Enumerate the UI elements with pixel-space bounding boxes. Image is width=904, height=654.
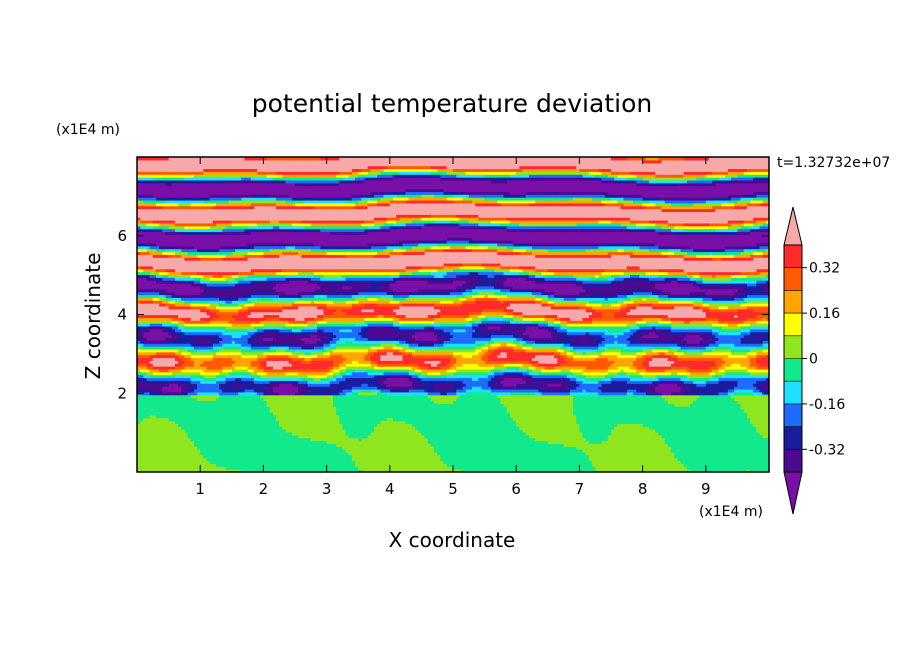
x-tick-label: 2 (259, 480, 269, 498)
time-label: t=1.32732e+07 (777, 155, 890, 171)
colorbar-swatch (784, 381, 802, 404)
colorbar-swatch (784, 359, 802, 382)
colorbar-swatch (784, 245, 802, 268)
colorbar-label: -0.32 (809, 442, 845, 458)
colorbar-swatch (784, 336, 802, 359)
x-tick-label: 6 (511, 480, 521, 498)
colorbar: 0.32 0.16 0 -0.16 -0.32 (784, 207, 845, 514)
y-axis-unit: (x1E4 m) (56, 122, 120, 138)
colorbar-swatch (784, 427, 802, 450)
colorbar-swatch (784, 449, 802, 472)
x-tick-label: 3 (322, 480, 332, 498)
y-axis-label: Z coordinate (81, 253, 105, 380)
colorbar-swatch (784, 313, 802, 336)
colorbar-swatch (784, 268, 802, 291)
y-tick-label: 2 (117, 384, 127, 402)
x-tick-label: 5 (448, 480, 458, 498)
x-tick-label: 9 (701, 480, 711, 498)
colorbar-over-triangle (784, 207, 802, 245)
colorbar-swatch (784, 290, 802, 313)
y-tick-label: 6 (117, 227, 127, 245)
contour-field (137, 157, 770, 473)
colorbar-label: 0 (809, 352, 818, 368)
x-tick-label: 1 (195, 480, 205, 498)
colorbar-label: 0.16 (809, 306, 840, 322)
x-axis-label: X coordinate (389, 528, 516, 552)
chart-title: potential temperature deviation (252, 89, 652, 118)
y-tick-label: 4 (117, 306, 127, 324)
x-axis-unit: (x1E4 m) (699, 504, 763, 520)
colorbar-swatch (784, 404, 802, 427)
colorbar-under-triangle (784, 472, 802, 514)
x-tick-label: 4 (385, 480, 395, 498)
x-tick-label: 7 (575, 480, 585, 498)
x-tick-label: 8 (638, 480, 648, 498)
colorbar-label: 0.32 (809, 261, 840, 277)
colorbar-label: -0.16 (809, 397, 845, 413)
